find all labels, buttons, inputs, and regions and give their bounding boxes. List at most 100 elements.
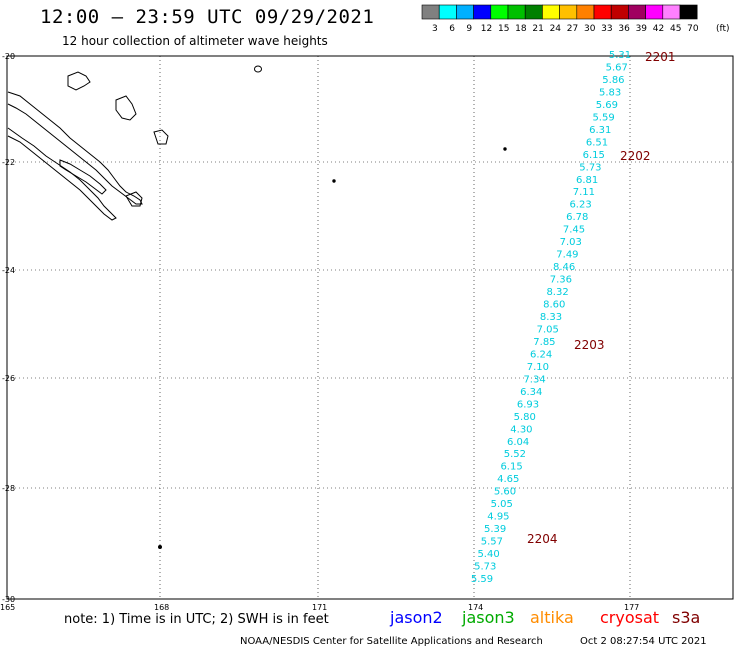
legend-swatch <box>576 4 595 20</box>
legend-swatch <box>524 4 543 20</box>
swh-value: 7.05 <box>537 324 559 335</box>
swh-value: 8.46 <box>553 262 575 273</box>
satellite-jason2: jason2 <box>390 608 443 627</box>
satellite-altika: altika <box>530 608 574 627</box>
small-island-north <box>254 65 262 73</box>
small-island-mid <box>332 179 336 183</box>
swh-value: 5.57 <box>481 537 503 548</box>
swh-value: 6.93 <box>517 399 539 410</box>
swh-value: 5.73 <box>474 562 496 573</box>
swh-value: 7.03 <box>560 237 582 248</box>
swh-value: 7.49 <box>556 250 578 261</box>
legend-label: 30 <box>584 24 596 34</box>
small-island-south <box>158 545 162 549</box>
loyalty-island-2 <box>115 95 137 121</box>
latitude-tick-label: -30 <box>2 595 15 604</box>
legend-label: 70 <box>687 24 699 34</box>
legend-swatch <box>421 4 440 20</box>
legend-label: 9 <box>466 24 472 34</box>
satellite-cryosat: cryosat <box>600 608 660 627</box>
swh-value: 4.30 <box>510 424 532 435</box>
legend-unit: (ft) <box>716 24 730 34</box>
swh-value: 5.73 <box>579 162 601 173</box>
legend-label: 33 <box>601 24 612 34</box>
legend-label: 3 <box>432 24 438 34</box>
swh-value: 4.95 <box>487 512 509 523</box>
swh-value: 5.60 <box>494 487 516 498</box>
legend-swatch <box>662 4 681 20</box>
legend-label: 12 <box>481 24 492 34</box>
swh-value: 6.81 <box>576 175 598 186</box>
swh-value: 5.05 <box>491 499 513 510</box>
legend-label: 27 <box>567 24 578 34</box>
swh-value: 5.83 <box>599 87 621 98</box>
loyalty-island-1 <box>67 71 91 91</box>
legend-swatch <box>593 4 612 20</box>
swh-value: 7.45 <box>563 225 585 236</box>
legend-swatch <box>645 4 664 20</box>
legend-swatch <box>542 4 560 20</box>
swh-value: 8.60 <box>543 300 565 311</box>
latitude-tick-label: -28 <box>2 484 15 493</box>
swh-value: 6.31 <box>589 125 611 136</box>
swh-value: 6.04 <box>507 437 529 448</box>
legend-label: 6 <box>449 24 455 34</box>
swh-value: 5.40 <box>477 549 499 560</box>
loyalty-island-3 <box>153 129 169 145</box>
new-caledonia-coast-south <box>7 127 117 221</box>
latitude-tick-label: -26 <box>2 374 15 383</box>
page-title: 12:00 – 23:59 UTC 09/29/2021 <box>40 6 375 28</box>
legend-swatch <box>559 4 578 20</box>
swh-value: 6.15 <box>500 462 522 473</box>
longitude-tick-label: 171 <box>312 603 327 612</box>
timestamp-text: Oct 2 08:27:54 UTC 2021 <box>580 636 707 647</box>
color-legend: 3 6 9 12 15 18 21 24 27 30 33 36 39 42 45 70 (ft) <box>421 4 730 34</box>
longitude-tick-label: 174 <box>468 603 483 612</box>
swh-value: 6.24 <box>530 349 552 360</box>
satellite-s3a: s3a <box>672 608 701 627</box>
longitude-tick-label: 177 <box>624 603 639 612</box>
legend-label: 45 <box>670 24 681 34</box>
time-label: 2204 <box>527 532 558 546</box>
isle-of-pines <box>125 191 143 207</box>
small-island-east <box>503 147 507 151</box>
swh-value: 6.15 <box>583 150 605 161</box>
legend-label: 15 <box>498 24 509 34</box>
swh-value: 6.34 <box>520 387 542 398</box>
legend-label: 36 <box>618 24 630 34</box>
swh-value: 5.39 <box>484 524 506 535</box>
time-label: 2202 <box>620 149 651 163</box>
time-label: 2203 <box>574 338 605 352</box>
legend-swatch <box>438 4 457 20</box>
swh-value: 5.67 <box>606 62 628 73</box>
swh-value: 6.78 <box>566 212 588 223</box>
swh-track: 5.315.675.865.835.695.596.316.516.155.73… <box>471 50 631 585</box>
latitude-tick-label: -20 <box>2 52 15 61</box>
longitude-tick-label: 168 <box>154 603 169 612</box>
grande-terre-inner <box>59 159 107 195</box>
swh-value: 6.23 <box>569 200 591 211</box>
latitude-tick-label: -22 <box>2 158 15 167</box>
swh-value: 5.86 <box>602 75 624 86</box>
legend-swatch <box>679 4 698 20</box>
legend-label: 24 <box>550 24 562 34</box>
time-label: 2201 <box>645 50 676 64</box>
swh-value: 8.32 <box>546 287 568 298</box>
legend-swatch <box>628 4 646 20</box>
swh-value: 5.52 <box>504 449 526 460</box>
legend-label: 21 <box>532 24 543 34</box>
swh-value: 5.59 <box>471 574 493 585</box>
swh-value: 7.10 <box>527 362 549 373</box>
legend-swatch <box>456 4 474 20</box>
legend-label: 18 <box>515 24 527 34</box>
swh-value: 5.80 <box>514 412 536 423</box>
footer-note: note: 1) Time is in UTC; 2) SWH is in fe… <box>64 612 329 627</box>
legend-swatch <box>610 4 629 20</box>
swh-value: 5.59 <box>592 112 614 123</box>
coastline <box>7 65 507 549</box>
legend-label: 42 <box>653 24 664 34</box>
swh-value: 5.69 <box>596 100 618 111</box>
